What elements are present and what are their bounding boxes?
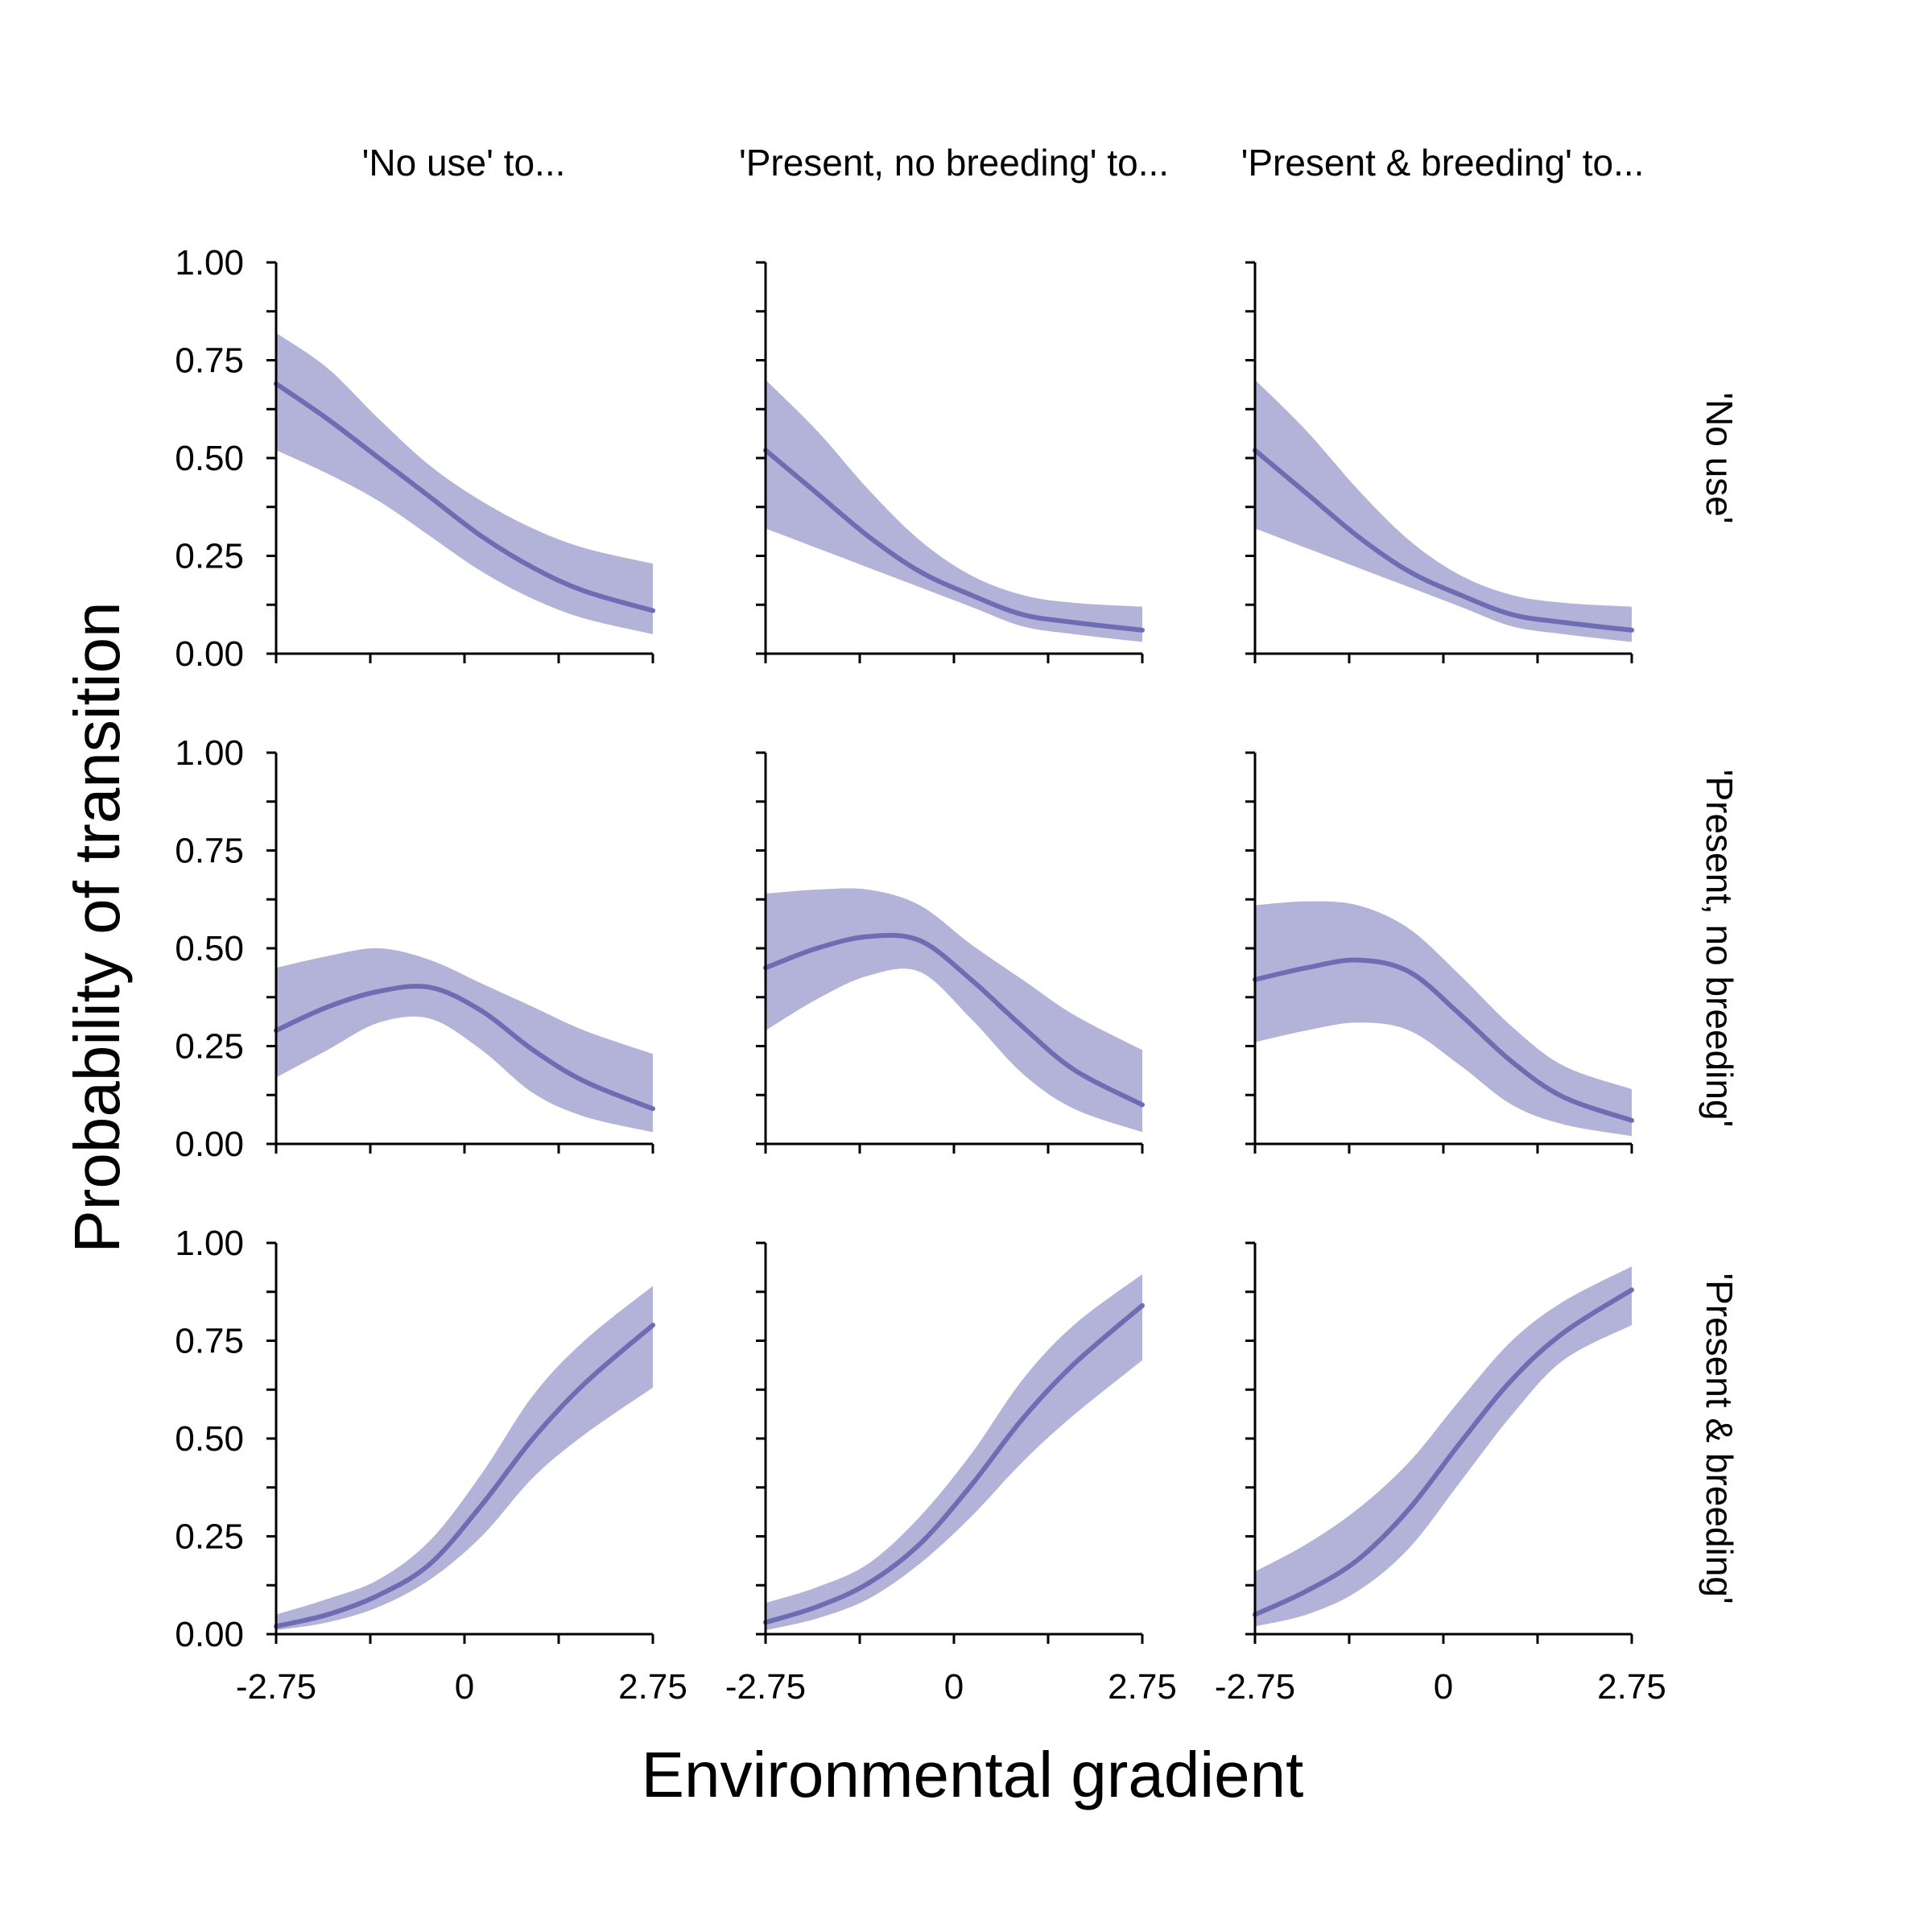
confidence-band	[766, 888, 1142, 1133]
y-tick-label: 0.75	[175, 1322, 244, 1361]
panel-r1-c2	[756, 261, 1145, 663]
column-titles: 'No use' to... 'Present, no breeding' to.…	[362, 142, 1645, 184]
panel-r2-c3	[1245, 751, 1634, 1154]
mean-line	[274, 1323, 655, 1629]
x-tick-label: -2.75	[1215, 1667, 1295, 1707]
y-tick-label: 0.50	[175, 1419, 244, 1459]
confidence-band	[276, 1286, 653, 1631]
panel-r2-c2	[756, 751, 1145, 1154]
column-title-2: 'Present, no breeding' to...	[739, 142, 1169, 184]
mean-line	[1253, 1287, 1634, 1617]
y-tick-label: 1.00	[175, 733, 244, 773]
mean-line	[763, 1302, 1145, 1625]
y-tick-label: 1.00	[175, 1224, 244, 1263]
panel-r3-c1: 0.00 0.25 0.50 0.75 1.00 -2.75 0 2.75	[175, 1224, 687, 1707]
y-tick-label: 0.00	[175, 1125, 244, 1164]
x-tick-label: 2.75	[1108, 1667, 1177, 1707]
mean-line	[274, 381, 655, 613]
mean-line	[763, 932, 1145, 1108]
confidence-band	[1255, 1266, 1632, 1627]
panel-r3-c3: -2.75 0 2.75	[1215, 1241, 1666, 1707]
x-tick-label: 0	[944, 1667, 964, 1707]
x-tick-label: 2.75	[618, 1667, 687, 1707]
confidence-band	[766, 379, 1142, 642]
x-tick-label: -2.75	[725, 1667, 806, 1707]
column-title-1: 'No use' to...	[362, 142, 566, 184]
x-axis-title: Environmental gradient	[642, 1739, 1304, 1810]
confidence-band	[1255, 379, 1632, 642]
confidence-band	[276, 947, 653, 1133]
y-axis-title: Probability of transition	[61, 601, 133, 1253]
x-tick-label: 2.75	[1597, 1667, 1666, 1707]
confidence-band	[276, 332, 653, 634]
panel-r1-c3	[1245, 261, 1634, 663]
row-title-2: 'Present, no breeding'	[1699, 770, 1740, 1128]
mean-line	[274, 984, 655, 1112]
mean-line	[763, 448, 1145, 633]
panel-r1-c1: 0.00 0.25 0.50 0.75 1.00	[175, 243, 655, 674]
row-titles: 'No use' 'Present, no breeding' 'Present &…	[1699, 392, 1740, 1604]
x-tick-label: 0	[455, 1667, 474, 1707]
confidence-band	[766, 1274, 1142, 1631]
y-tick-label: 0.75	[175, 341, 244, 381]
y-tick-label: 0.50	[175, 929, 244, 968]
panel-r3-c2: -2.75 0 2.75	[725, 1241, 1177, 1707]
y-tick-label: 0.00	[175, 634, 244, 674]
row-title-3: 'Present & breeding'	[1699, 1273, 1740, 1604]
x-tick-label: -2.75	[236, 1667, 316, 1707]
panel-r2-c1: 0.00 0.25 0.50 0.75 1.00	[175, 733, 655, 1164]
panel-grid: 0.00 0.25 0.50 0.75 1.00 0.00 0.25 0.50 0.75 1.00…	[175, 243, 1666, 1707]
y-tick-label: 0.50	[175, 439, 244, 478]
y-tick-label: 1.00	[175, 243, 244, 283]
y-tick-label: 0.25	[175, 1027, 244, 1067]
column-title-3: 'Present & breeding' to...	[1241, 142, 1645, 184]
mean-line	[1253, 448, 1634, 633]
y-tick-label: 0.00	[175, 1615, 244, 1654]
mean-line	[1253, 957, 1634, 1123]
y-tick-label: 0.25	[175, 1517, 244, 1557]
y-tick-label: 0.75	[175, 832, 244, 871]
row-title-1: 'No use'	[1699, 392, 1740, 523]
x-tick-label: 0	[1434, 1667, 1453, 1707]
y-tick-label: 0.25	[175, 537, 244, 576]
